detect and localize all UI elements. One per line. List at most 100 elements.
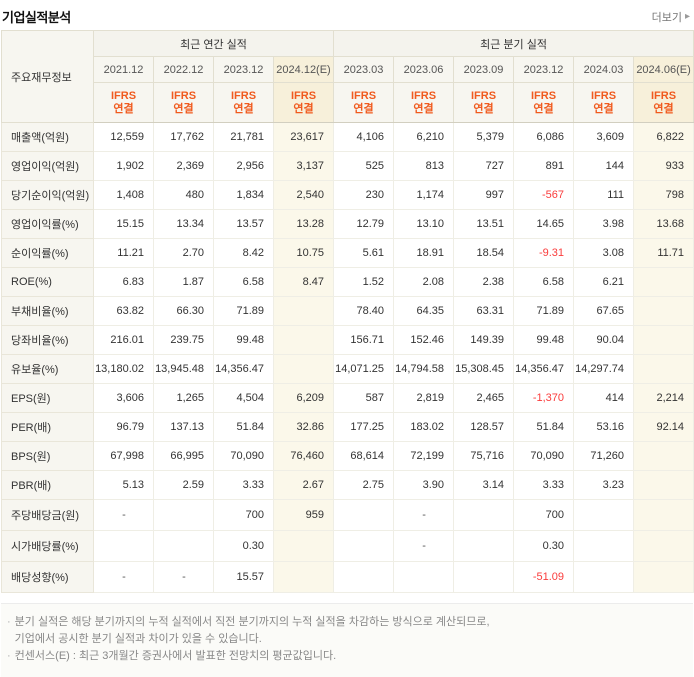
value-cell: 66.30 [153,296,214,326]
value-cell: - [93,561,154,593]
value-cell: 13.68 [633,209,694,239]
value-cell: 14,794.58 [393,354,455,384]
value-cell: 891 [513,151,575,181]
value-cell: 71.89 [213,296,274,326]
period-header: 2023.12 [513,56,575,83]
value-cell: 68,614 [333,441,395,471]
value-cell: 2,819 [393,383,455,413]
footnote-text: 분기 실적은 해당 분기까지의 누적 실적에서 직전 분기까지의 누적 실적을 … [14,616,490,645]
row-label: PBR(배) [1,470,94,500]
bullet-icon: · [7,616,11,628]
footnote: · 컨센서스(E) : 최근 3개월간 증권사에서 발표한 전망치의 평균값입니다… [7,648,685,665]
ifrs-standard-header: IFRS 연결 [213,82,274,123]
row-label: EPS(원) [1,383,94,413]
table-row: 매출액(억원) 12,559 17,762 21,781 23,617 4,106 6,21… [1,122,694,152]
corner-header: 주요재무정보 [1,30,94,123]
value-cell: 1,408 [93,180,154,210]
value-cell: -51.09 [513,561,575,593]
value-cell [633,499,694,531]
value-cell: 700 [213,499,274,531]
value-cell: 1.87 [153,267,214,297]
row-label: 당기순이익(억원) [1,180,94,210]
value-cell: 5.61 [333,238,395,268]
value-cell: 51.84 [213,412,274,442]
chevron-right-icon: ▸ [684,11,690,22]
value-cell: 2.08 [393,267,455,297]
value-cell: 90.04 [573,325,635,355]
row-label: 부채비율(%) [1,296,94,326]
value-cell: 71.89 [513,296,575,326]
row-label: BPS(원) [1,441,94,471]
value-cell: -567 [513,180,575,210]
value-cell: 12,559 [93,122,154,152]
value-cell: 3.33 [513,470,575,500]
value-cell [272,561,335,593]
value-cell: 6.58 [213,267,274,297]
value-cell: 933 [633,151,694,181]
row-label: 매출액(억원) [1,122,94,152]
ifrs-standard-header: IFRS 연결 [272,82,335,123]
table-row: 주당배당금(원) -700 959-700 [1,499,694,531]
more-link[interactable]: 더보기 ▸ [652,9,690,25]
value-cell [272,530,335,562]
group-header-quarterly: 최근 분기 실적 [333,30,694,57]
value-cell: 76,460 [272,441,335,471]
value-cell: 3.23 [573,470,635,500]
value-cell: 2.67 [272,470,335,500]
value-cell [333,499,395,531]
table-row: PBR(배) 5.13 2.59 3.33 2.67 2.75 3.90 3.14 3.33 3.… [1,470,694,500]
table-row: 배당성향(%) - -15.57 -51.09 [1,561,694,593]
value-cell: 3,137 [272,151,335,181]
value-cell: 480 [153,180,214,210]
value-cell: 18.91 [393,238,455,268]
value-cell: 8.47 [272,267,335,297]
ifrs-standard-header: IFRS 연결 [513,82,575,123]
value-cell: 99.48 [513,325,575,355]
table-row: ROE(%) 6.83 1.87 6.58 8.47 1.52 2.08 2.38 6.58 6.… [1,267,694,297]
value-cell [633,470,694,500]
period-header: 2023.09 [453,56,515,83]
value-cell: 0.30 [213,530,274,562]
value-cell: 18.54 [453,238,515,268]
value-cell: 3.14 [453,470,515,500]
table-row: 영업이익률(%) 15.15 13.34 13.57 13.28 12.79 13.10 13… [1,209,694,239]
period-header: 2024.03 [573,56,635,83]
value-cell: 14,071.25 [333,354,395,384]
table-row: 영업이익(억원) 1,902 2,369 2,956 3,137 525 813 727 891… [1,151,694,181]
value-cell: 70,090 [513,441,575,471]
value-cell [272,296,335,326]
value-cell: 71,260 [573,441,635,471]
value-cell [453,530,515,562]
value-cell: 587 [333,383,395,413]
value-cell: 13.57 [213,209,274,239]
value-cell: 13,945.48 [153,354,214,384]
value-cell: 10.75 [272,238,335,268]
ifrs-standard-header: IFRS 연결 [93,82,154,123]
value-cell [573,561,635,593]
value-cell: 156.71 [333,325,395,355]
value-cell [633,325,694,355]
value-cell: 2.75 [333,470,395,500]
value-cell: 3.08 [573,238,635,268]
value-cell: - [93,499,154,531]
value-cell: 13.28 [272,209,335,239]
value-cell: 6.21 [573,267,635,297]
value-cell: 111 [573,180,635,210]
value-cell [153,499,214,531]
value-cell: 152.46 [393,325,455,355]
value-cell: 23,617 [272,122,335,152]
value-cell: 183.02 [393,412,455,442]
value-cell: 2.38 [453,267,515,297]
value-cell: 6,209 [272,383,335,413]
value-cell: 1,265 [153,383,214,413]
value-cell: 13.51 [453,209,515,239]
value-cell: 4,504 [213,383,274,413]
row-label: 당좌비율(%) [1,325,94,355]
value-cell: 3.33 [213,470,274,500]
value-cell: 32.86 [272,412,335,442]
value-cell: 14,356.47 [213,354,274,384]
value-cell: 14.65 [513,209,575,239]
value-cell: 414 [573,383,635,413]
value-cell: 1.52 [333,267,395,297]
value-cell: 21,781 [213,122,274,152]
